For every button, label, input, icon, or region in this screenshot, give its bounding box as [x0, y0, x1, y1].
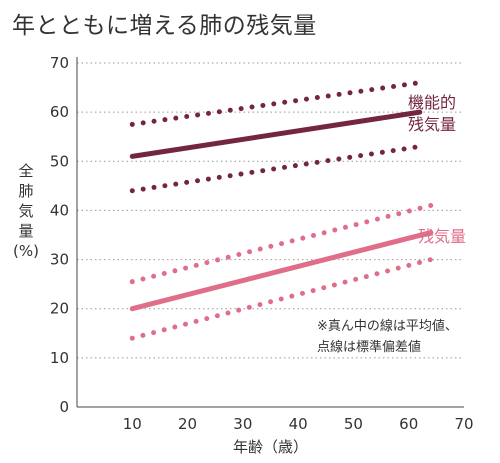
- x-tick-70: 70: [454, 415, 473, 433]
- series-1-mean-line: [129, 230, 434, 312]
- x-tick-labels: 10 20 30 40 50 60 70: [123, 415, 474, 433]
- annotation-line-1: 点線は標準偏差値: [317, 339, 421, 355]
- x-tick-60: 60: [399, 415, 418, 433]
- y-tick-70: 70: [50, 54, 69, 72]
- y-label-part-4: (%): [13, 242, 39, 260]
- series-1-lower-sd-line: [129, 257, 434, 341]
- y-label-part-0: 全: [18, 162, 33, 180]
- gridlines: [77, 62, 464, 359]
- series-0-mean-line: [129, 109, 423, 159]
- x-axis-label: 年齢（歳）: [233, 438, 308, 456]
- y-tick-30: 30: [50, 251, 69, 269]
- y-tick-labels: 0 10 20 30 40 50 60 70: [50, 54, 69, 416]
- y-label-part-1: 肺: [18, 182, 33, 200]
- y-tick-10: 10: [50, 349, 69, 367]
- annotation-line-0: ※真ん中の線は平均値、: [317, 318, 458, 334]
- y-tick-50: 50: [50, 152, 69, 170]
- x-tick-20: 20: [178, 415, 197, 433]
- y-tick-60: 60: [50, 103, 69, 121]
- series-label-residual-0: 残気量: [418, 227, 466, 246]
- x-tick-50: 50: [344, 415, 363, 433]
- y-label-part-3: 量: [18, 222, 33, 240]
- series-0-upper-sd-line: [129, 80, 423, 127]
- y-label-part-2: 気: [18, 202, 33, 220]
- y-tick-20: 20: [50, 300, 69, 318]
- axes: [76, 57, 464, 408]
- chart-annotation: ※真ん中の線は平均値、点線は標準偏差値: [317, 318, 458, 355]
- x-tick-40: 40: [289, 415, 308, 433]
- x-tick-10: 10: [123, 415, 142, 433]
- y-tick-40: 40: [50, 201, 69, 219]
- page-title: 年とともに増える肺の残気量: [12, 13, 317, 39]
- series-1-upper-sd-line: [129, 203, 434, 285]
- x-tick-30: 30: [233, 415, 252, 433]
- series-group: [129, 80, 434, 341]
- series-0-lower-sd-line: [129, 144, 423, 194]
- y-tick-0: 0: [59, 398, 69, 416]
- series-label-vital-0: 機能的: [408, 93, 456, 112]
- series-label-vital-1: 残気量: [408, 115, 456, 134]
